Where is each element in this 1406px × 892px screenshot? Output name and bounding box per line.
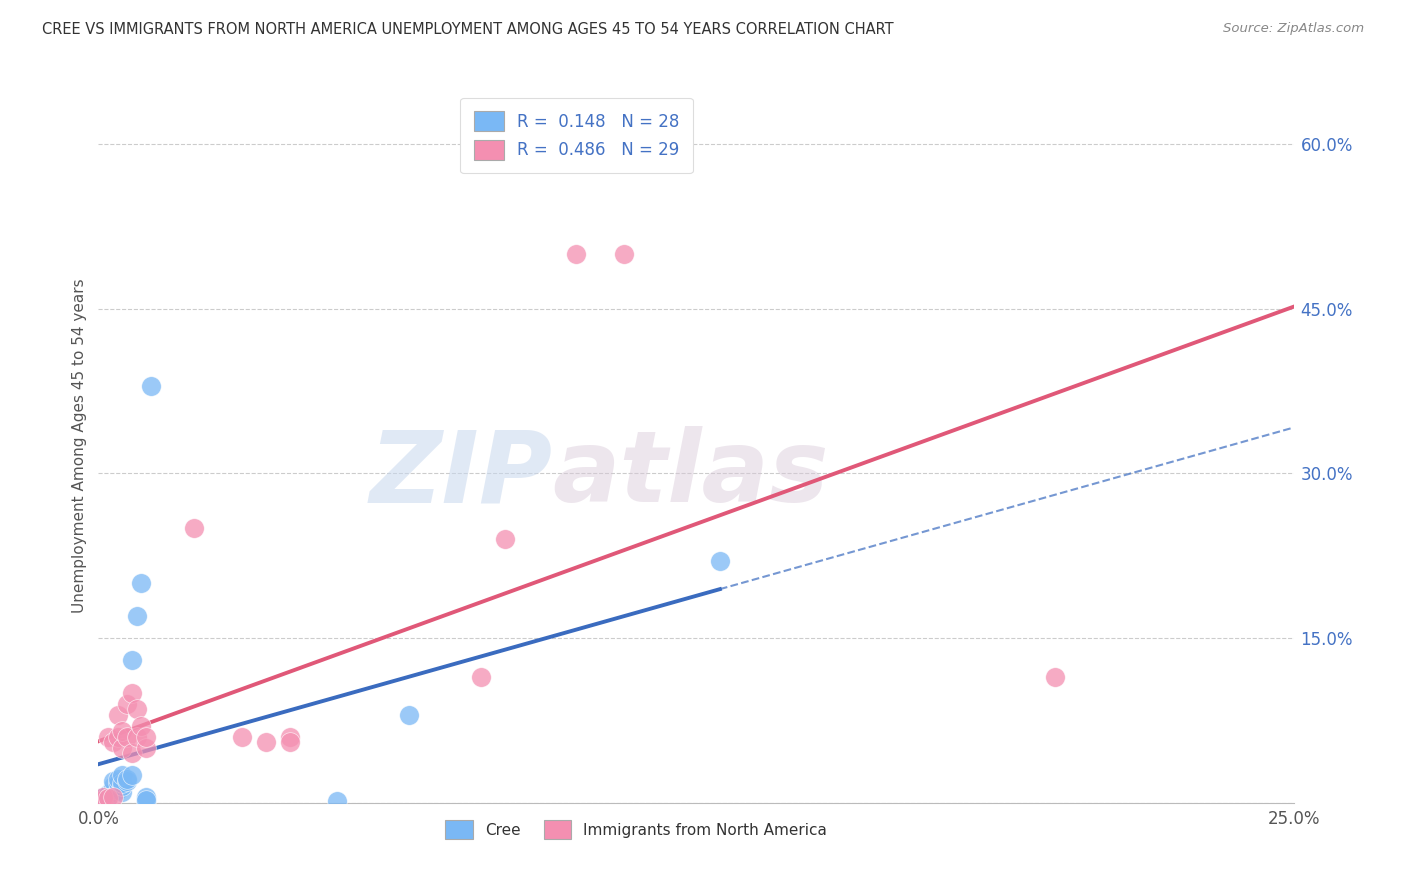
Point (125, 609, 148, 624)
Point (101, 773, 124, 788)
Legend: Cree, Immigrants from North America: Cree, Immigrants from North America (439, 814, 834, 845)
Point (97, 792, 120, 806)
Y-axis label: Unemployment Among Ages 45 to 54 years: Unemployment Among Ages 45 to 54 years (72, 278, 87, 614)
Point (139, 378, 162, 392)
Point (565, 247, 588, 261)
Point (115, 730, 138, 744)
Point (111, 776, 134, 790)
Point (125, 702, 148, 716)
Point (135, 790, 157, 805)
Point (97, 790, 120, 805)
Point (101, 780, 124, 794)
Point (91, 792, 114, 806)
Text: atlas: atlas (553, 426, 830, 523)
Point (121, 768, 143, 782)
Point (121, 747, 143, 761)
Point (135, 740, 157, 755)
Point (111, 780, 134, 794)
Point (91, 792, 114, 806)
Point (125, 730, 148, 744)
Point (91, 790, 114, 805)
Point (101, 790, 124, 805)
Text: ZIP: ZIP (370, 426, 553, 523)
Point (101, 785, 124, 799)
Point (494, 533, 516, 547)
Text: Source: ZipAtlas.com: Source: ZipAtlas.com (1223, 22, 1364, 36)
Point (278, 730, 301, 744)
Point (115, 773, 138, 788)
Point (135, 730, 157, 744)
Point (115, 772, 138, 786)
Point (1043, 669, 1066, 683)
Point (183, 521, 205, 535)
Point (278, 735, 301, 749)
Point (254, 735, 277, 749)
Point (326, 794, 349, 808)
Point (107, 772, 129, 786)
Point (135, 794, 157, 808)
Point (470, 669, 492, 683)
Point (101, 735, 124, 749)
Point (115, 697, 138, 711)
Text: CREE VS IMMIGRANTS FROM NORTH AMERICA UNEMPLOYMENT AMONG AGES 45 TO 54 YEARS COR: CREE VS IMMIGRANTS FROM NORTH AMERICA UN… (42, 22, 894, 37)
Point (131, 576, 153, 591)
Point (107, 776, 129, 790)
Point (135, 792, 157, 806)
Point (121, 653, 143, 667)
Point (111, 768, 134, 782)
Point (111, 724, 134, 739)
Point (131, 719, 153, 733)
Point (107, 708, 129, 723)
Point (613, 247, 636, 261)
Point (709, 554, 731, 568)
Point (107, 730, 129, 744)
Point (97, 791, 120, 805)
Point (97, 730, 120, 744)
Point (398, 708, 420, 723)
Point (111, 740, 134, 755)
Point (97, 787, 120, 801)
Point (91, 790, 114, 805)
Point (111, 785, 134, 799)
Point (107, 782, 129, 797)
Point (121, 686, 143, 700)
Point (231, 730, 253, 744)
